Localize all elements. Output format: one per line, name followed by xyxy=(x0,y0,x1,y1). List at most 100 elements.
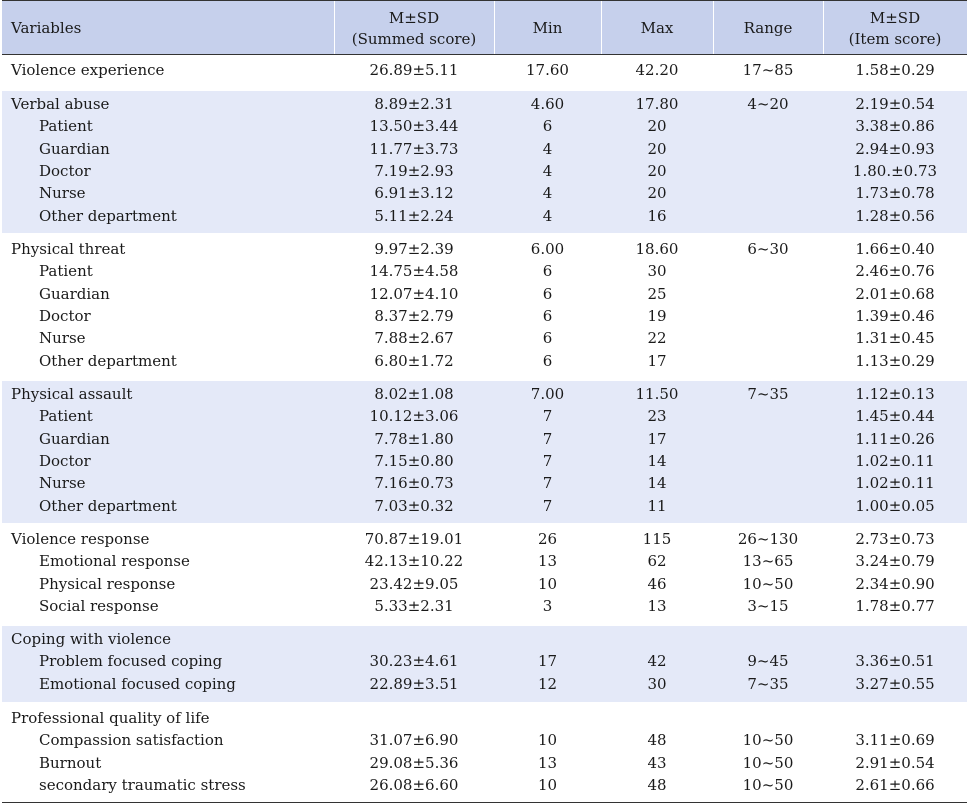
range-cell xyxy=(713,428,823,450)
variable-cell: Nurse xyxy=(39,184,86,203)
min-cell: 7 xyxy=(542,474,553,493)
min-cell: 17 xyxy=(537,652,558,671)
table-row: Professional quality of life xyxy=(2,707,967,729)
max-cell: 62 xyxy=(647,552,667,571)
min-cell xyxy=(494,707,601,729)
max-cell: 17.80 xyxy=(635,95,679,113)
item-score-cell: 1.66±0.40 xyxy=(855,240,935,258)
variable-cell: Emotional response xyxy=(39,552,190,571)
header-summed-score: M±SD (Summed score) xyxy=(351,8,477,48)
summed-score-cell: 14.75±4.58 xyxy=(369,262,459,281)
min-cell: 12 xyxy=(537,674,558,693)
table-row: Patient 13.50±3.44 6 20 3.38±0.86 xyxy=(2,115,967,137)
variable-cell: Physical response xyxy=(39,574,176,593)
item-score-cell: 2.19±0.54 xyxy=(855,95,935,113)
table-row: Nurse 7.16±0.73 7 14 1.02±0.11 xyxy=(2,472,967,494)
table-row: Other department 6.80±1.72 6 17 1.13±0.29 xyxy=(2,350,967,372)
table-row: Nurse 6.91±3.12 4 20 1.73±0.78 xyxy=(2,182,967,204)
summed-score-cell: 8.02±1.08 xyxy=(374,385,454,403)
max-cell: 30 xyxy=(647,262,667,281)
max-cell: 30 xyxy=(647,674,667,693)
min-cell xyxy=(494,628,601,650)
range-cell xyxy=(713,628,823,650)
max-cell xyxy=(601,628,713,650)
header-variables: Variables xyxy=(11,19,82,37)
max-cell: 115 xyxy=(642,530,672,548)
table-row: Patient 14.75±4.58 6 30 2.46±0.76 xyxy=(2,260,967,282)
variable-cell: Compassion satisfaction xyxy=(39,731,224,750)
variable-cell: Other department xyxy=(39,351,177,370)
summed-score-cell: 7.16±0.73 xyxy=(374,474,454,493)
max-cell: 42.20 xyxy=(635,61,679,79)
table-row: Coping with violence xyxy=(2,628,967,650)
max-cell: 42 xyxy=(647,652,667,671)
summed-score-cell: 7.19±2.93 xyxy=(374,161,454,180)
header-range: Range xyxy=(743,19,793,37)
max-cell: 48 xyxy=(647,775,667,794)
max-cell: 20 xyxy=(647,161,667,180)
min-cell: 6 xyxy=(542,117,553,136)
min-cell: 4 xyxy=(542,184,553,203)
range-cell: 10~50 xyxy=(742,731,794,750)
item-score-cell: 2.34±0.90 xyxy=(855,574,935,593)
variable-cell: Nurse xyxy=(39,474,86,493)
min-cell: 17.60 xyxy=(526,61,569,79)
max-cell: 23 xyxy=(647,407,667,426)
table-row: Compassion satisfaction 31.07±6.90 10 48 10~… xyxy=(2,729,967,751)
row-group: Violence experience 26.89±5.11 17.60 42.20 1… xyxy=(2,57,967,88)
summed-score-cell: 29.08±5.36 xyxy=(369,753,459,772)
min-cell: 6 xyxy=(542,262,553,281)
max-cell: 17 xyxy=(647,351,667,370)
range-cell: 26~130 xyxy=(737,530,799,548)
max-cell: 14 xyxy=(647,451,667,470)
table-row: Doctor 7.15±0.80 7 14 1.02±0.11 xyxy=(2,450,967,472)
summed-score-cell: 12.07±4.10 xyxy=(369,284,459,303)
variable-cell: Problem focused coping xyxy=(39,652,223,671)
max-cell: 48 xyxy=(647,731,667,750)
variable-cell: Violence response xyxy=(11,530,150,548)
table-row: Physical response 23.42±9.05 10 46 10~50 2.34… xyxy=(2,573,967,595)
range-cell: 6~30 xyxy=(747,240,789,258)
header-min: Min xyxy=(532,19,563,37)
max-cell: 13 xyxy=(647,596,667,615)
table-row: Emotional focused coping 22.89±3.51 12 30 7~… xyxy=(2,673,967,695)
item-score-cell: 1.58±0.29 xyxy=(855,61,935,79)
max-cell: 46 xyxy=(647,574,667,593)
min-cell: 6 xyxy=(542,329,553,348)
min-cell: 13 xyxy=(537,552,558,571)
variable-cell: secondary traumatic stress xyxy=(39,775,246,794)
range-cell xyxy=(713,707,823,729)
item-score-cell: 1.45±0.44 xyxy=(855,407,935,426)
item-score-cell: 2.73±0.73 xyxy=(855,530,935,548)
range-cell xyxy=(713,115,823,137)
item-score-cell: 1.39±0.46 xyxy=(855,306,935,325)
range-cell xyxy=(713,205,823,227)
summed-score-cell xyxy=(334,707,494,729)
range-cell xyxy=(713,350,823,372)
table-row: Physical threat 9.97±2.39 6.00 18.60 6~30 1.6… xyxy=(2,238,967,260)
header-max: Max xyxy=(640,19,674,37)
max-cell: 20 xyxy=(647,117,667,136)
range-cell: 7~35 xyxy=(747,674,789,693)
summed-score-cell xyxy=(334,628,494,650)
max-cell: 43 xyxy=(647,753,667,772)
range-cell xyxy=(713,405,823,427)
table-row: Emotional response 42.13±10.22 13 62 13~65 3.… xyxy=(2,550,967,572)
summed-score-cell: 6.91±3.12 xyxy=(374,184,454,203)
item-score-cell: 3.24±0.79 xyxy=(855,552,935,571)
range-cell xyxy=(713,472,823,494)
range-cell: 3~15 xyxy=(747,596,789,615)
variable-cell: Guardian xyxy=(39,139,110,158)
header-item-score: M±SD (Item score) xyxy=(848,8,942,48)
variable-cell: Other department xyxy=(39,496,177,515)
table-row: Problem focused coping 30.23±4.61 17 42 9~45… xyxy=(2,650,967,672)
row-group: Physical assault 8.02±1.08 7.00 11.50 7~35 1.… xyxy=(2,381,967,523)
table-row: Physical assault 8.02±1.08 7.00 11.50 7~35 1.… xyxy=(2,383,967,405)
min-cell: 4 xyxy=(542,139,553,158)
summed-score-cell: 7.78±1.80 xyxy=(374,429,454,448)
max-cell: 20 xyxy=(647,184,667,203)
summed-score-cell: 5.11±2.24 xyxy=(374,206,454,225)
row-group: Professional quality of life Compassion s… xyxy=(2,705,967,802)
item-score-cell: 1.78±0.77 xyxy=(855,596,935,615)
range-cell: 13~65 xyxy=(742,552,794,571)
